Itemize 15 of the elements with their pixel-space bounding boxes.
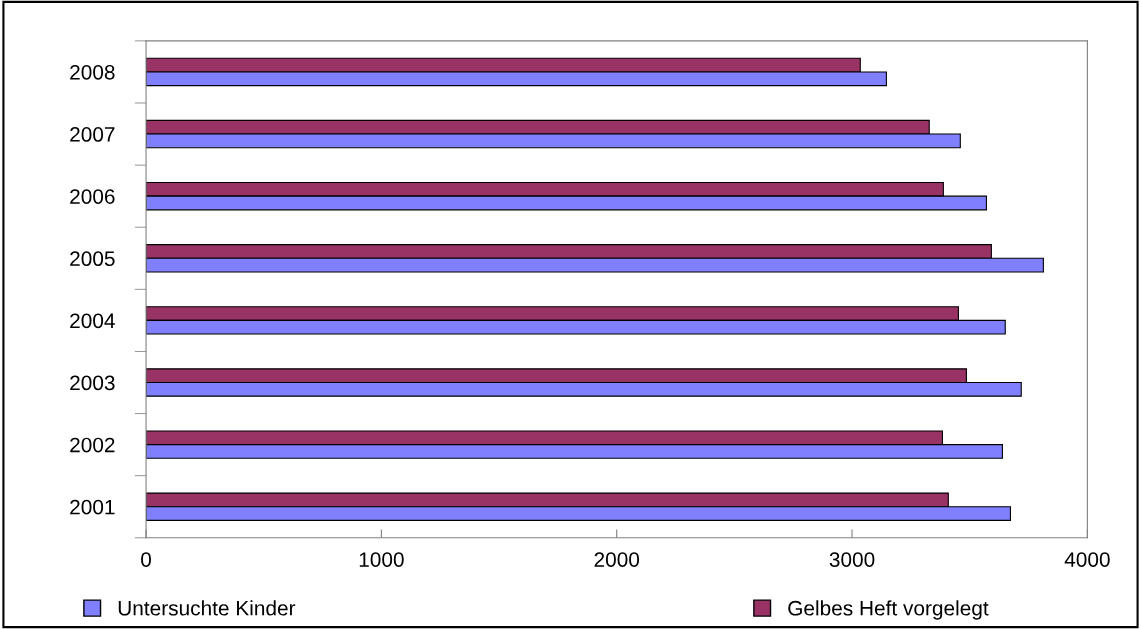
y-tick-label: 2007 (70, 127, 115, 142)
y-tick-label: 2001 (70, 499, 115, 515)
x-tick-label: 3000 (829, 552, 875, 567)
y-tick-label: 2002 (70, 437, 115, 453)
y-tick-label: 2004 (70, 313, 115, 329)
x-tick-label: 4000 (1064, 552, 1110, 567)
legend-label: Gelbes Heft vorgelegt (788, 600, 989, 620)
x-tick-label: 0 (141, 552, 152, 567)
y-tick-label: 2008 (70, 64, 115, 80)
x-tick-label: 2000 (594, 552, 640, 567)
y-tick-label: 2005 (70, 251, 115, 267)
y-tick-label: 2006 (70, 189, 115, 204)
x-tick-label: 1000 (359, 552, 404, 567)
y-tick-label: 2003 (70, 375, 115, 391)
legend-label: Untersuchte Kinder (118, 600, 296, 616)
